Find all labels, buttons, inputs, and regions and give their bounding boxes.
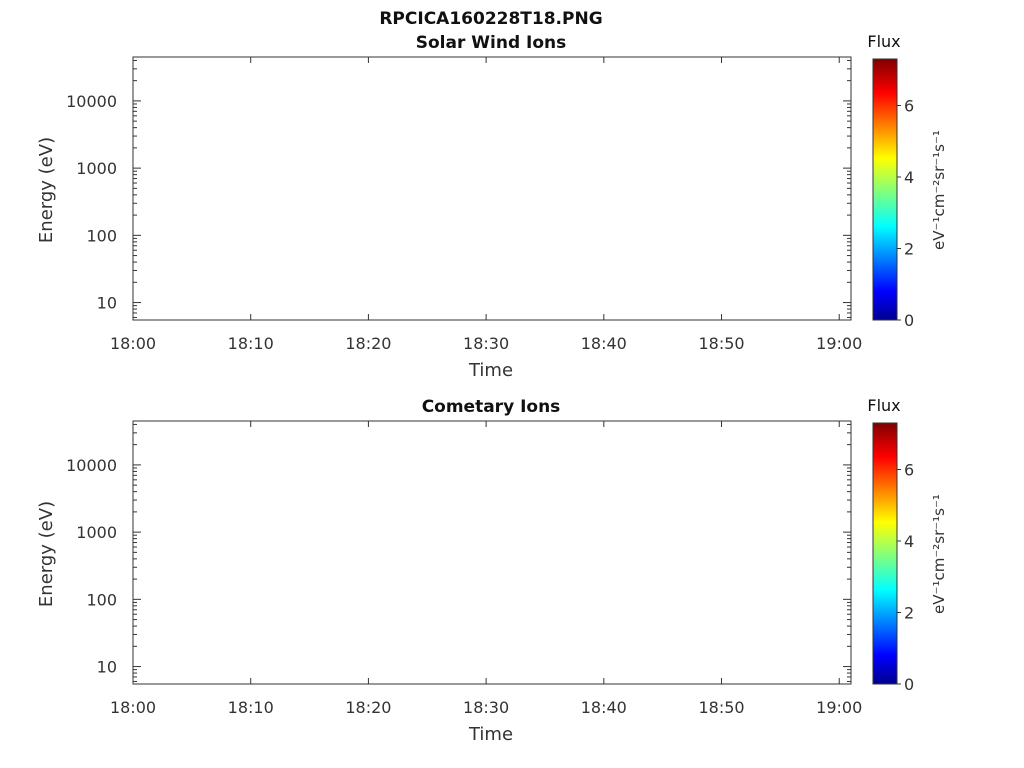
panel-solar-wind-ions: Solar Wind Ions 18:00 18:10 18:20 18:30 18:4… <box>36 32 948 381</box>
x-tick-label: 18:50 <box>698 334 744 353</box>
colorbar-tick-label: 0 <box>904 675 914 694</box>
x-tick-label: 19:00 <box>816 334 862 353</box>
x-tick-label: 18:30 <box>463 698 509 717</box>
colorbar-unit: eV⁻¹cm⁻²sr⁻¹s⁻¹ <box>930 130 948 250</box>
x-tick-label: 18:00 <box>110 698 156 717</box>
y-tick-label: 10 <box>97 294 117 313</box>
x-tick-label: 18:10 <box>228 334 274 353</box>
x-tick-label: 18:10 <box>228 698 274 717</box>
colorbar-tick-label: 6 <box>904 96 914 115</box>
x-axis-label: Time <box>468 724 513 745</box>
x-tick-label: 18:30 <box>463 334 509 353</box>
colorbar: Flux 0 2 4 6 eV⁻¹cm⁻²sr⁻¹s⁻¹ <box>867 32 948 330</box>
colorbar-gradient <box>872 422 898 685</box>
panel-title: Solar Wind Ions <box>416 33 567 53</box>
figure-title: RPCICA160228T18.PNG <box>379 9 602 29</box>
colorbar-tick-label: 6 <box>904 460 914 479</box>
colorbar-ticks: 0 2 4 6 <box>897 460 914 694</box>
y-axis-label: Energy (eV) <box>36 501 57 607</box>
colorbar-tick-label: 2 <box>904 239 914 258</box>
y-ticks: 10 100 1000 10000 <box>66 423 851 682</box>
panel-title: Cometary Ions <box>422 397 561 417</box>
colorbar-ticks: 0 2 4 6 <box>897 96 914 330</box>
colorbar-gradient <box>872 58 898 321</box>
x-tick-label: 18:20 <box>345 698 391 717</box>
y-tick-label: 10000 <box>66 92 117 111</box>
colorbar-tick-label: 4 <box>904 168 914 187</box>
colorbar-tick-label: 2 <box>904 603 914 622</box>
colorbar-title: Flux <box>867 32 900 51</box>
colorbar-title: Flux <box>867 396 900 415</box>
plot-frame <box>132 56 852 321</box>
plot-frame <box>132 420 852 685</box>
x-tick-label: 18:00 <box>110 334 156 353</box>
y-tick-label: 10000 <box>66 456 117 475</box>
y-tick-label: 10 <box>97 658 117 677</box>
y-tick-label: 1000 <box>76 523 117 542</box>
x-tick-label: 19:00 <box>816 698 862 717</box>
y-tick-label: 100 <box>86 226 117 245</box>
colorbar-tick-label: 4 <box>904 532 914 551</box>
colorbar-tick-label: 0 <box>904 311 914 330</box>
x-tick-label: 18:20 <box>345 334 391 353</box>
x-tick-label: 18:40 <box>581 698 627 717</box>
x-axis-label: Time <box>468 360 513 381</box>
colorbar: Flux 0 2 4 6 eV⁻¹cm⁻²sr⁻¹s⁻¹ <box>867 396 948 694</box>
y-tick-label: 100 <box>86 590 117 609</box>
y-axis-label: Energy (eV) <box>36 137 57 243</box>
colorbar-unit: eV⁻¹cm⁻²sr⁻¹s⁻¹ <box>930 494 948 614</box>
x-tick-label: 18:40 <box>581 334 627 353</box>
x-ticks: 18:00 18:10 18:20 18:30 18:40 18:50 19:00 <box>110 57 862 353</box>
panel-cometary-ions: Cometary Ions 18:00 18:10 18:20 18:30 18:40 1… <box>36 396 948 745</box>
x-ticks: 18:00 18:10 18:20 18:30 18:40 18:50 19:00 <box>110 421 862 717</box>
y-ticks: 10 100 1000 10000 <box>66 59 851 318</box>
y-tick-label: 1000 <box>76 159 117 178</box>
x-tick-label: 18:50 <box>698 698 744 717</box>
